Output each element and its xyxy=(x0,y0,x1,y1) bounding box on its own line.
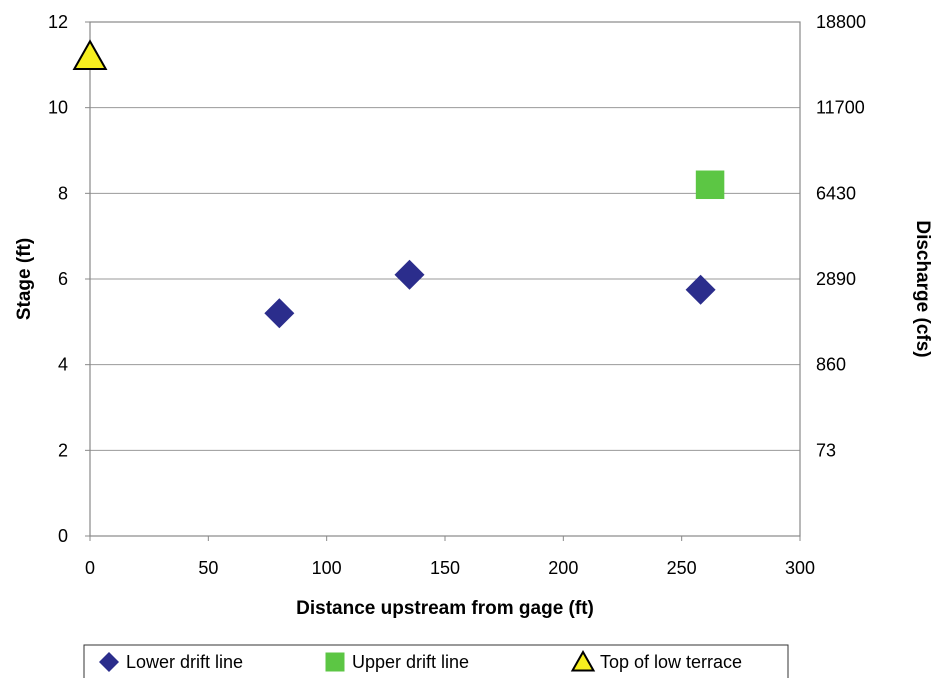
legend: Lower drift line Upper drift line Top of l… xyxy=(83,644,789,678)
legend-box xyxy=(83,644,789,678)
x-tick-label: 300 xyxy=(785,558,815,578)
data-point xyxy=(72,39,108,71)
legend-marker xyxy=(99,652,119,672)
x-tick-label: 0 xyxy=(85,558,95,578)
series-square xyxy=(695,170,725,200)
y2-axis-title: Discharge (cfs) xyxy=(912,220,933,357)
legend-marker xyxy=(325,652,345,672)
x-axis-ticks: 0 50 100 150 200 250 300 xyxy=(85,536,815,578)
legend-item: Top of low terrace xyxy=(570,649,742,672)
data-point xyxy=(695,170,725,200)
data-point xyxy=(685,274,716,305)
x-tick-label: 250 xyxy=(667,558,697,578)
y-axis-title: Stage (ft) xyxy=(14,238,35,320)
y2-tick-label: 73 xyxy=(816,440,836,460)
y-tick-label: 2 xyxy=(58,440,68,460)
data-point xyxy=(394,259,425,290)
y-tick-label: 4 xyxy=(58,355,68,375)
y2-tick-label: 18800 xyxy=(816,12,866,32)
y-tick-label: 6 xyxy=(58,269,68,289)
y2-tick-label: 860 xyxy=(816,355,846,375)
legend-marker xyxy=(570,649,596,672)
x-tick-label: 200 xyxy=(548,558,578,578)
legend-label: Top of low terrace xyxy=(600,652,742,672)
gridlines xyxy=(90,107,800,451)
legend-item: Upper drift line xyxy=(325,652,469,672)
legend-item: Lower drift line xyxy=(99,652,243,672)
legend-label: Upper drift line xyxy=(352,652,469,672)
y2-tick-label: 6430 xyxy=(816,183,856,203)
y-tick-label: 12 xyxy=(48,12,68,32)
y2-tick-label: 11700 xyxy=(816,98,865,118)
data-point xyxy=(264,298,295,329)
x-tick-label: 100 xyxy=(312,558,342,578)
series-triangle xyxy=(72,39,108,71)
y2-tick-label: 2890 xyxy=(816,269,856,289)
y-tick-label: 0 xyxy=(58,526,68,546)
y-axis-ticks: 0 2 4 6 8 10 12 xyxy=(48,12,90,546)
series-diamond xyxy=(264,259,716,329)
y2-axis-ticks: 73 860 2890 6430 11700 18800 xyxy=(816,12,866,460)
y-tick-label: 10 xyxy=(48,98,68,118)
legend-label: Lower drift line xyxy=(126,652,243,672)
x-tick-label: 150 xyxy=(430,558,460,578)
x-axis-title: Distance upstream from gage (ft) xyxy=(296,598,594,619)
y-tick-label: 8 xyxy=(58,183,68,203)
x-tick-label: 50 xyxy=(198,558,218,578)
data-points xyxy=(72,39,725,329)
legend-items: Lower drift line Upper drift line Top of l… xyxy=(99,649,742,672)
